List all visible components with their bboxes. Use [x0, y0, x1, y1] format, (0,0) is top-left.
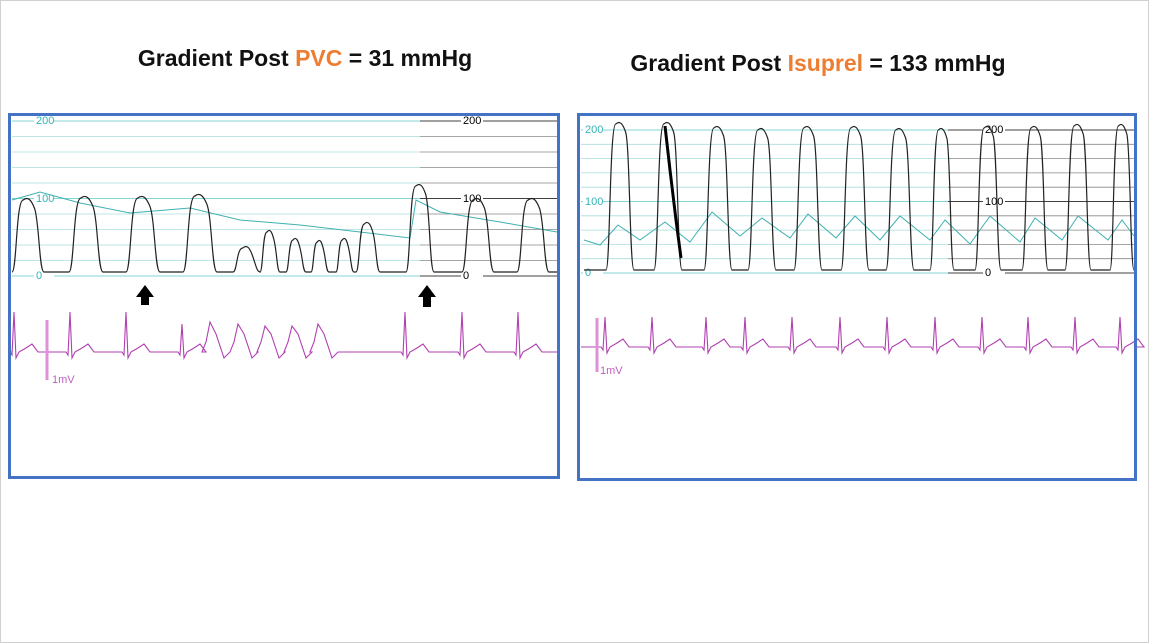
scale-label: 100	[985, 196, 1003, 208]
label-bg	[983, 196, 1005, 208]
label-bg	[34, 115, 54, 127]
scale-label: 100	[36, 193, 54, 205]
label-bg	[461, 270, 483, 282]
arrow	[136, 285, 154, 305]
label-bg	[34, 193, 54, 205]
aortic-trace	[11, 191, 558, 239]
scale-label: 100	[585, 196, 603, 208]
marker-line	[663, 125, 683, 259]
label-bg	[461, 115, 483, 127]
panel-border	[577, 113, 1137, 481]
tracing-panel: 200 200 100 100 0 0 1mV	[581, 121, 1146, 377]
ecg-scale-label: 1mV	[52, 374, 75, 386]
scale-label: 200	[585, 124, 603, 136]
ecg-trace	[581, 316, 1146, 356]
scale-label: 0	[985, 267, 991, 279]
tracing-panel: 200 200 100 100 0 0 1mV	[8, 115, 558, 386]
title-highlight: Isuprel	[788, 50, 863, 76]
label-bg	[583, 196, 603, 208]
ecg-trace	[8, 311, 557, 361]
aortic-trace	[583, 211, 1135, 246]
scale-label: 0	[36, 270, 42, 282]
panel-border	[8, 113, 560, 479]
ecg-scale-label: 1mV	[600, 365, 623, 377]
lv-trace	[11, 183, 557, 273]
label-bg	[461, 193, 483, 205]
title-text: Gradient Post	[630, 50, 781, 76]
lv-trace	[584, 121, 1135, 271]
arrow	[418, 285, 436, 307]
title-text: = 133 mmHg	[869, 50, 1005, 76]
scale-label: 200	[36, 115, 54, 127]
title-text: = 31 mmHg	[349, 45, 472, 71]
scale-label: 0	[585, 267, 591, 279]
title-highlight: PVC	[295, 45, 342, 71]
label-bg	[583, 124, 603, 136]
label-bg	[34, 270, 54, 282]
title-text: Gradient Post	[138, 45, 289, 71]
panel-title: Gradient Post PVC = 31 mmHg	[138, 45, 472, 71]
label-bg	[983, 267, 1005, 279]
scale-label: 100	[463, 193, 481, 205]
panel-title: Gradient Post Isuprel = 133 mmHg	[630, 50, 1005, 76]
scale-label: 0	[463, 270, 469, 282]
scale-label: 200	[463, 115, 481, 127]
scale-label: 200	[985, 124, 1003, 136]
